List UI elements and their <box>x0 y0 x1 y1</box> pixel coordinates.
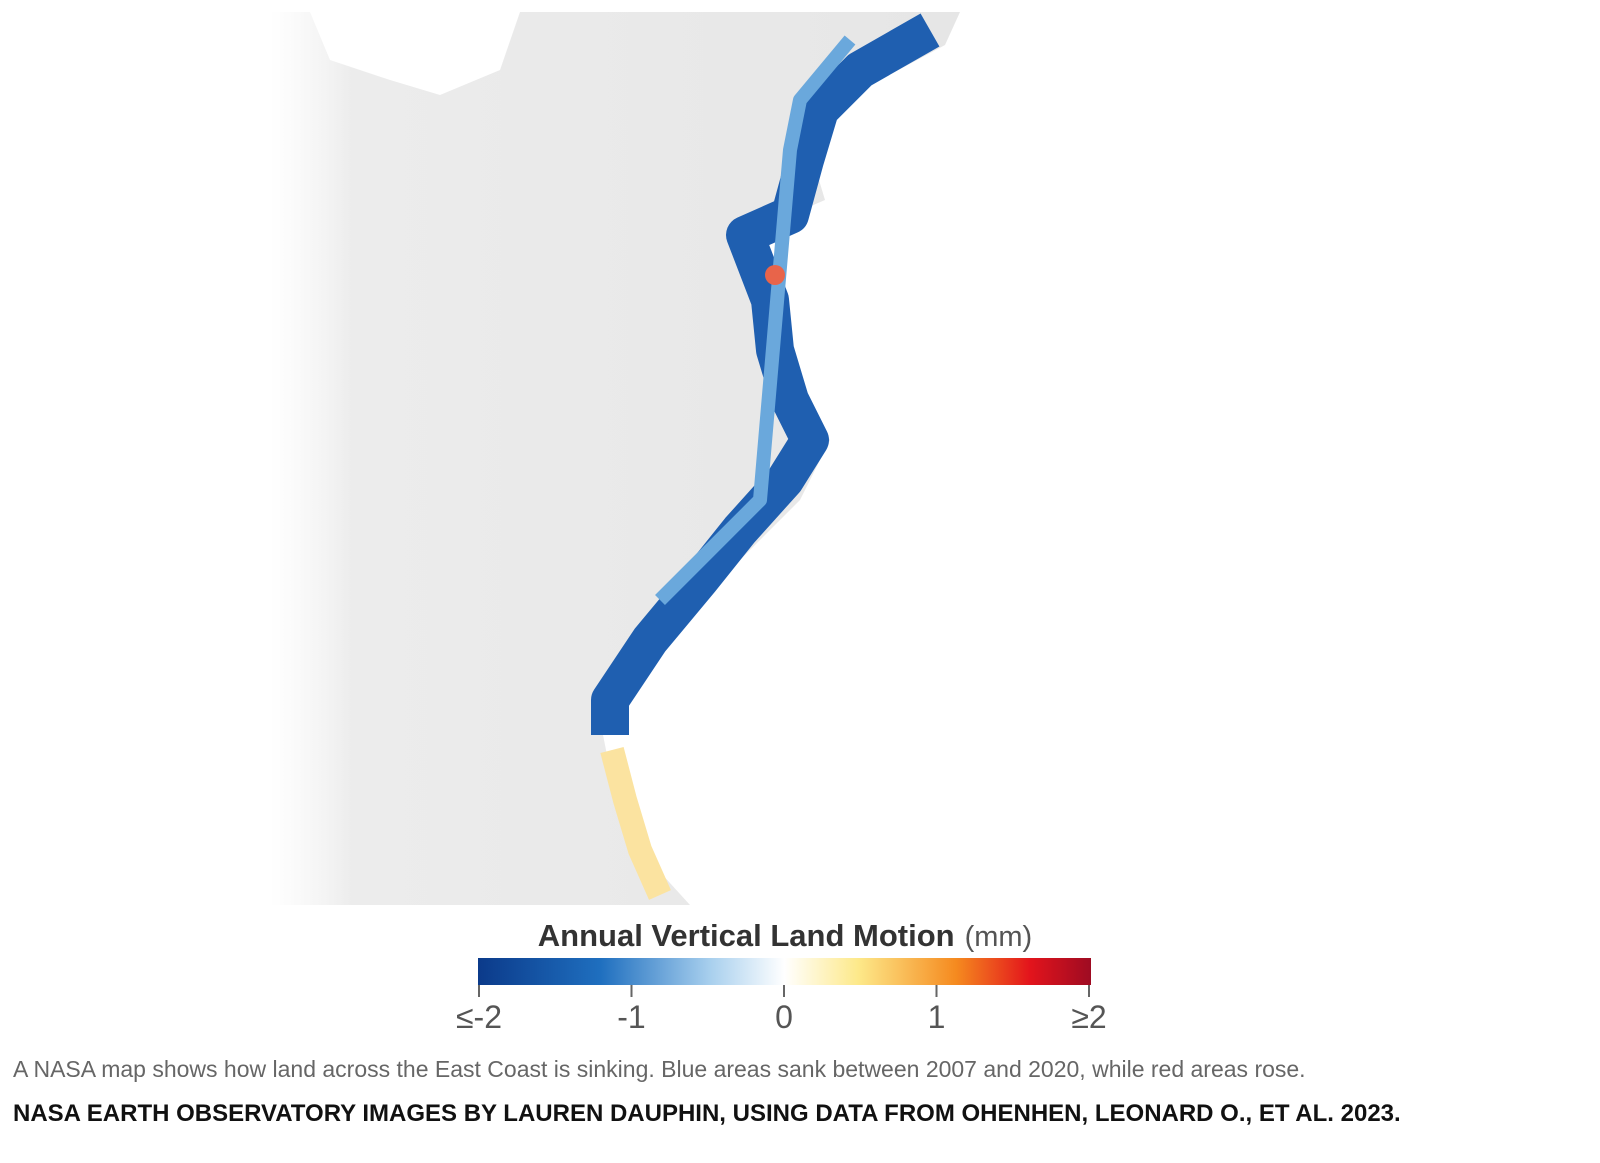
coastal-band <box>591 13 940 735</box>
land <box>270 12 960 905</box>
tick-label: 1 <box>928 999 946 1035</box>
coastal-band-rise <box>600 746 671 900</box>
tick-label: -1 <box>617 999 645 1035</box>
map-figure: Annual Vertical Land Motion (mm) ≤-2 -1 0 1… <box>270 12 1107 1035</box>
rise-spot <box>765 265 785 285</box>
legend-unit: (mm) <box>965 921 1033 953</box>
caption: A NASA map shows how land across the Eas… <box>13 1056 1306 1082</box>
tick-label: ≤-2 <box>456 999 502 1035</box>
credit: NASA EARTH OBSERVATORY IMAGES BY LAUREN … <box>13 1100 1401 1127</box>
coastal-band-light <box>655 35 856 605</box>
legend-title: Annual Vertical Land Motion <box>538 918 955 953</box>
legend: Annual Vertical Land Motion (mm) ≤-2 -1 0 1… <box>456 918 1107 1035</box>
color-scale <box>478 958 1091 985</box>
map <box>270 12 960 905</box>
great-lakes <box>310 12 520 95</box>
tick-label: ≥2 <box>1071 999 1106 1035</box>
tick-label: 0 <box>775 999 793 1035</box>
